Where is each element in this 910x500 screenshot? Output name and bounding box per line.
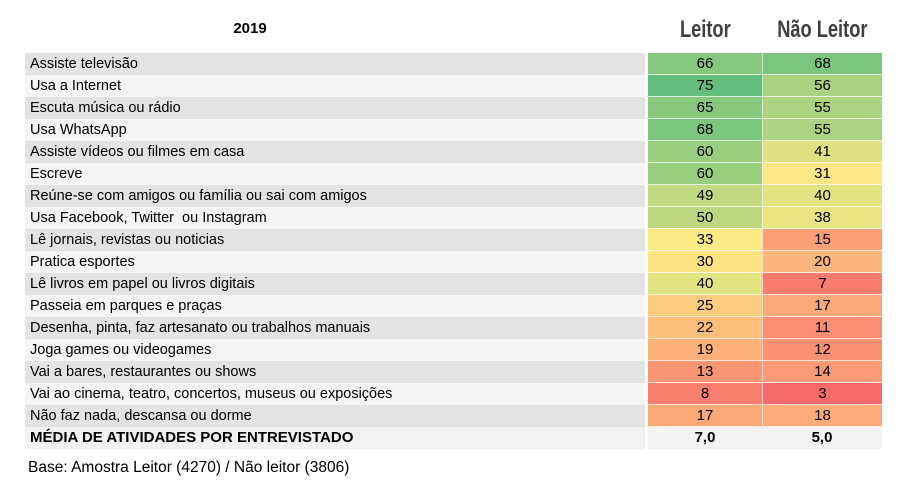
- activity-label: Não faz nada, descansa ou dorme: [25, 405, 645, 427]
- activity-label: Escreve: [25, 163, 645, 185]
- summary-nao-leitor-value: 5,0: [762, 427, 882, 449]
- table-row: Usa a Internet 75 56: [25, 75, 882, 97]
- table-row: Passeia em parques e praças 25 17: [25, 295, 882, 317]
- table-row: Vai a bares, restaurantes ou shows 13 14: [25, 361, 882, 383]
- activity-label: Passeia em parques e praças: [25, 295, 645, 317]
- base-note: Base: Amostra Leitor (4270) / Não leitor…: [28, 459, 350, 476]
- activity-label: Usa a Internet: [25, 75, 645, 97]
- summary-leitor-value: 7,0: [645, 427, 762, 449]
- nao-leitor-value-cell: 7: [762, 273, 882, 295]
- nao-leitor-value-cell: 12: [762, 339, 882, 361]
- activity-label: Lê livros em papel ou livros digitais: [25, 273, 645, 295]
- leitor-value-cell: 49: [645, 185, 762, 207]
- nao-leitor-value-cell: 56: [762, 75, 882, 97]
- leitor-value-cell: 25: [645, 295, 762, 317]
- nao-leitor-value-cell: 17: [762, 295, 882, 317]
- nao-leitor-value-cell: 14: [762, 361, 882, 383]
- activity-label: Vai a bares, restaurantes ou shows: [25, 361, 645, 383]
- nao-leitor-value-cell: 40: [762, 185, 882, 207]
- table-row: Reúne-se com amigos ou família ou sai co…: [25, 185, 882, 207]
- activity-label: Assiste vídeos ou filmes em casa: [25, 141, 645, 163]
- column-header-nao-leitor: Não Leitor: [763, 14, 882, 46]
- nao-leitor-value-cell: 55: [762, 97, 882, 119]
- table-row: Não faz nada, descansa ou dorme 17 18: [25, 405, 882, 427]
- leitor-value-cell: 75: [645, 75, 762, 97]
- leitor-value-cell: 17: [645, 405, 762, 427]
- leitor-value-cell: 60: [645, 163, 762, 185]
- table-row: Usa WhatsApp 68 55: [25, 119, 882, 141]
- activity-label: Usa WhatsApp: [25, 119, 645, 141]
- leitor-value-cell: 8: [645, 383, 762, 405]
- activity-label: Assiste televisão: [25, 53, 645, 75]
- leitor-value-cell: 66: [645, 53, 762, 75]
- table-row: Lê jornais, revistas ou noticias 33 15: [25, 229, 882, 251]
- leitor-value-cell: 60: [645, 141, 762, 163]
- year-title: 2019: [233, 20, 267, 37]
- nao-leitor-value-cell: 41: [762, 141, 882, 163]
- nao-leitor-value-cell: 15: [762, 229, 882, 251]
- table-row: Assiste vídeos ou filmes em casa 60 41: [25, 141, 882, 163]
- table-row: Usa Facebook, Twitter ou Instagram 50 38: [25, 207, 882, 229]
- activity-label: Usa Facebook, Twitter ou Instagram: [25, 207, 645, 229]
- table-row: Escreve 60 31: [25, 163, 882, 185]
- leitor-value-cell: 65: [645, 97, 762, 119]
- activity-label: Vai ao cinema, teatro, concertos, museus…: [25, 383, 645, 405]
- activity-table: Assiste televisão 66 68 Usa a Internet 75 56 E…: [25, 53, 882, 449]
- table-row: Lê livros em papel ou livros digitais 40 7: [25, 273, 882, 295]
- leitor-value-cell: 19: [645, 339, 762, 361]
- table-row: Desenha, pinta, faz artesanato ou trabal…: [25, 317, 882, 339]
- leitor-value-cell: 33: [645, 229, 762, 251]
- activity-label: Lê jornais, revistas ou noticias: [25, 229, 645, 251]
- nao-leitor-value-cell: 11: [762, 317, 882, 339]
- activity-label: Joga games ou videogames: [25, 339, 645, 361]
- column-header-nao-leitor-label: Não Leitor: [777, 16, 868, 43]
- leitor-value-cell: 40: [645, 273, 762, 295]
- leitor-value-cell: 30: [645, 251, 762, 273]
- activity-label: Escuta música ou rádio: [25, 97, 645, 119]
- table-row: Pratica esportes 30 20: [25, 251, 882, 273]
- table-row: Escuta música ou rádio 65 55: [25, 97, 882, 119]
- leitor-value-cell: 22: [645, 317, 762, 339]
- nao-leitor-value-cell: 3: [762, 383, 882, 405]
- activity-label: Reúne-se com amigos ou família ou sai co…: [25, 185, 645, 207]
- nao-leitor-value-cell: 20: [762, 251, 882, 273]
- leitor-value-cell: 68: [645, 119, 762, 141]
- nao-leitor-value-cell: 31: [762, 163, 882, 185]
- leitor-value-cell: 50: [645, 207, 762, 229]
- summary-label: MÉDIA DE ATIVIDADES POR ENTREVISTADO: [25, 427, 645, 449]
- activity-label: Pratica esportes: [25, 251, 645, 273]
- nao-leitor-value-cell: 55: [762, 119, 882, 141]
- table-row: Joga games ou videogames 19 12: [25, 339, 882, 361]
- activity-label: Desenha, pinta, faz artesanato ou trabal…: [25, 317, 645, 339]
- table-row: Vai ao cinema, teatro, concertos, museus…: [25, 383, 882, 405]
- nao-leitor-value-cell: 38: [762, 207, 882, 229]
- leitor-value-cell: 13: [645, 361, 762, 383]
- column-header-leitor-label: Leitor: [679, 16, 731, 43]
- nao-leitor-value-cell: 68: [762, 53, 882, 75]
- column-header-leitor: Leitor: [648, 14, 762, 46]
- summary-row: MÉDIA DE ATIVIDADES POR ENTREVISTADO 7,0 5…: [25, 427, 882, 449]
- nao-leitor-value-cell: 18: [762, 405, 882, 427]
- table-row: Assiste televisão 66 68: [25, 53, 882, 75]
